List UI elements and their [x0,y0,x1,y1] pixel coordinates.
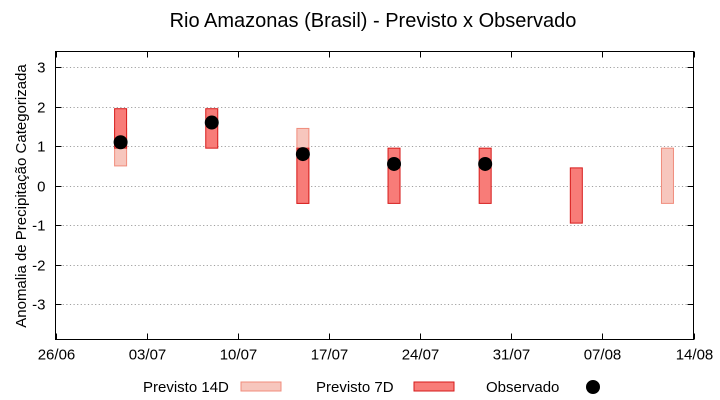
point-observado [204,115,219,130]
x-tick-label: 24/07 [402,347,440,364]
y-tick-label: -1 [32,218,45,235]
bar-previsto-7d [478,147,492,204]
point-observado [113,135,128,150]
legend-swatch-previsto-14d [240,381,282,392]
chart-title: Rio Amazonas (Brasil) - Previsto x Obser… [170,10,577,32]
ticks-layer: -3 -2 -1 0 1 2 3 26/06 03/07 10/07 17/07 24/07 31/07… [32,51,714,364]
point-observado [478,156,493,171]
legend-swatch-previsto-7d [413,381,455,392]
x-tick-label: 31/07 [493,347,531,364]
x-tick-label: 26/06 [38,347,76,364]
points-layer [113,115,493,171]
legend-label-previsto-7d: Previsto 7D [316,379,394,396]
grid-layer [55,67,694,305]
x-tick-label: 17/07 [311,347,349,364]
x-tick-label: 03/07 [129,347,167,364]
y-tick-label: -2 [32,258,45,275]
y-tick-label: 1 [37,139,45,156]
legend-swatch-observado [586,380,600,394]
y-tick-label: 3 [37,60,45,77]
bar-previsto-14d [660,147,674,204]
x-tick-label: 07/08 [584,347,622,364]
point-observado [387,156,402,171]
y-tick-label: 2 [37,100,45,117]
y-tick-label: 0 [37,179,45,196]
y-axis-label: Anomalia de Precipitação Categorizada [13,64,30,328]
y-tick-label: -3 [32,297,45,314]
plot-frame [55,51,694,340]
x-tick-label: 10/07 [220,347,258,364]
bar-previsto-7d [387,147,401,204]
point-observado [295,147,310,162]
legend-label-previsto-14d: Previsto 14D [143,379,229,396]
legend: Previsto 14D Previsto 7D Observado [143,379,600,396]
bar-previsto-7d [569,167,583,224]
x-tick-label: 14/08 [676,347,714,364]
legend-label-observado: Observado [486,379,559,396]
